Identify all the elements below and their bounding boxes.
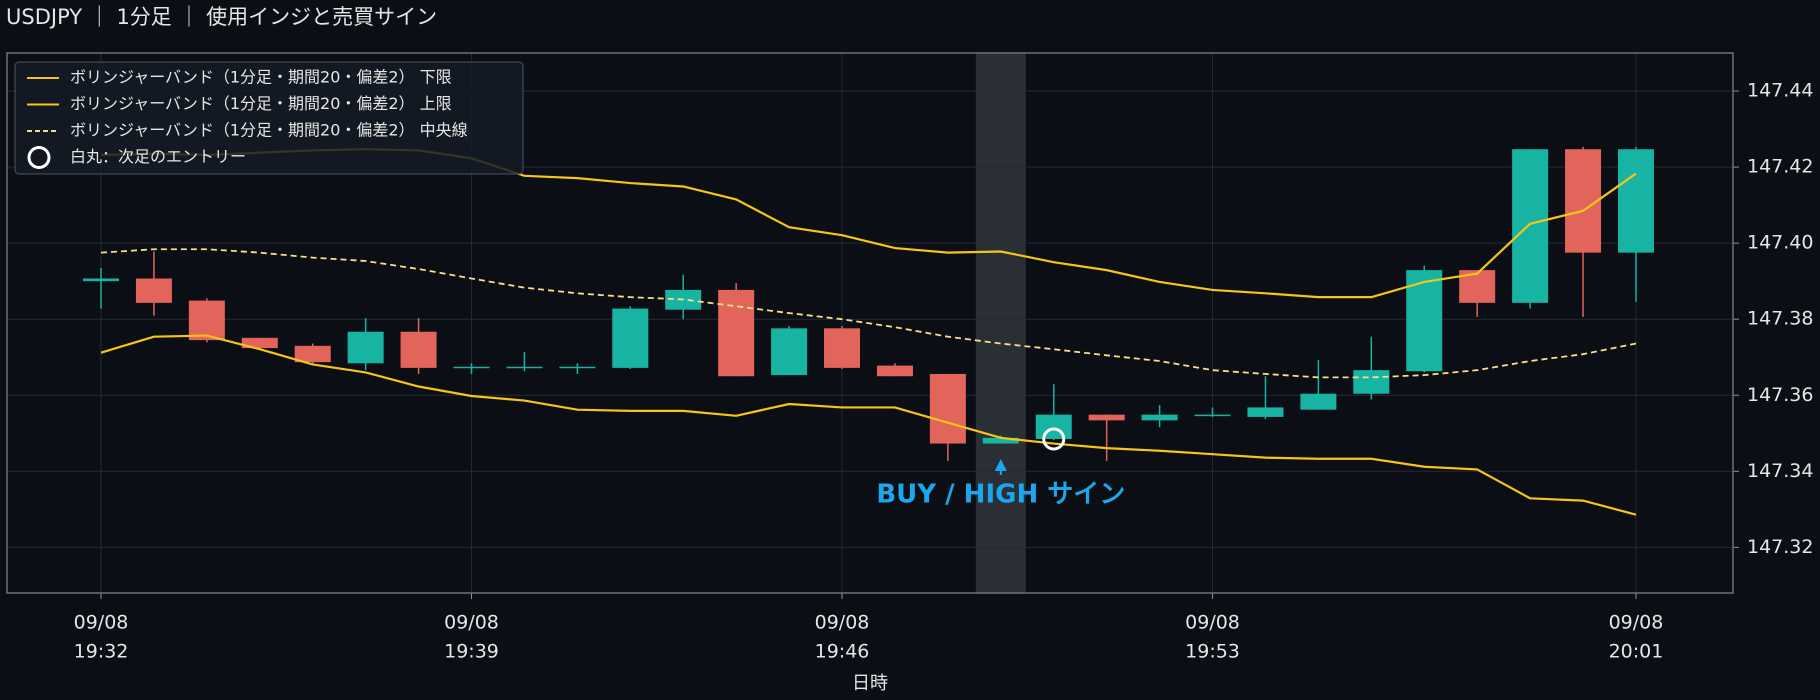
candle-body — [188, 300, 225, 341]
x-tick-label: 09/08 — [444, 612, 499, 634]
legend-label: 白丸：次足のエントリー — [70, 147, 246, 166]
signal-highlight — [975, 53, 1026, 593]
candle-body — [1617, 149, 1654, 253]
x-axis-label: 日時 — [852, 673, 888, 694]
y-tick-label: 147.38 — [1747, 308, 1813, 330]
candle-body — [771, 328, 808, 376]
candle-body — [83, 278, 119, 282]
candle-body — [400, 331, 437, 368]
candle-body — [1565, 149, 1602, 253]
y-tick-label: 147.36 — [1747, 384, 1813, 406]
legend-label: ボリンジャーバンド（1分足・期間20・偏差2） 上限 — [70, 94, 452, 113]
candle-body — [506, 366, 543, 369]
y-tick-label: 147.44 — [1747, 80, 1813, 102]
candle-body — [929, 373, 966, 444]
candle-body — [1247, 407, 1284, 417]
candle-body — [718, 289, 755, 377]
candle-body — [1353, 370, 1390, 394]
legend: ボリンジャーバンド（1分足・期間20・偏差2） 下限ボリンジャーバンド（1分足・… — [14, 61, 524, 175]
x-tick-label: 09/08 — [815, 612, 870, 634]
x-tick-label: 09/08 — [74, 612, 129, 634]
candle-body — [1512, 149, 1549, 303]
candle-body — [1141, 414, 1178, 421]
candle-body — [612, 308, 649, 368]
x-tick-label: 19:32 — [74, 641, 129, 663]
candle-body — [876, 365, 913, 377]
plot-frame — [6, 52, 1734, 594]
candle-body — [1035, 414, 1072, 439]
entry-marker — [1042, 427, 1066, 451]
chart-title: USDJPY ｜ 1分足 ｜ 使用インジと売買サイン — [6, 5, 437, 29]
candle-body — [135, 278, 172, 303]
legend-swatch — [27, 146, 51, 169]
y-tick-label: 147.34 — [1747, 460, 1813, 482]
legend-box — [14, 61, 524, 175]
candle-body — [347, 331, 384, 364]
candle-body — [1194, 414, 1231, 417]
y-tick-label: 147.32 — [1747, 536, 1813, 558]
signal-label: BUY / HIGH サイン — [876, 480, 1125, 510]
y-tick-label: 147.42 — [1747, 156, 1813, 178]
band-line — [100, 248, 1637, 379]
y-tick-label: 147.40 — [1747, 232, 1813, 254]
x-tick-label: 19:46 — [815, 641, 870, 663]
x-tick-label: 19:53 — [1185, 641, 1240, 663]
signal-arrow — [994, 459, 1007, 471]
x-tick-label: 19:39 — [444, 641, 499, 663]
legend-label: ボリンジャーバンド（1分足・期間20・偏差2） 中央線 — [70, 121, 468, 140]
candle-body — [241, 337, 278, 349]
candle-body — [1088, 414, 1125, 421]
candle-body — [982, 437, 1019, 444]
x-tick-label: 09/08 — [1609, 612, 1664, 634]
candle-body — [1406, 270, 1443, 372]
band-line — [100, 334, 1637, 516]
legend-label: ボリンジャーバンド（1分足・期間20・偏差2） 下限 — [70, 68, 452, 87]
candle-body — [824, 328, 861, 368]
candle-body — [294, 345, 331, 363]
candle-body — [559, 366, 596, 369]
x-tick-label: 09/08 — [1185, 612, 1240, 634]
x-tick-label: 20:01 — [1609, 641, 1664, 663]
candle-body — [453, 366, 490, 369]
candle-body — [1300, 393, 1337, 410]
